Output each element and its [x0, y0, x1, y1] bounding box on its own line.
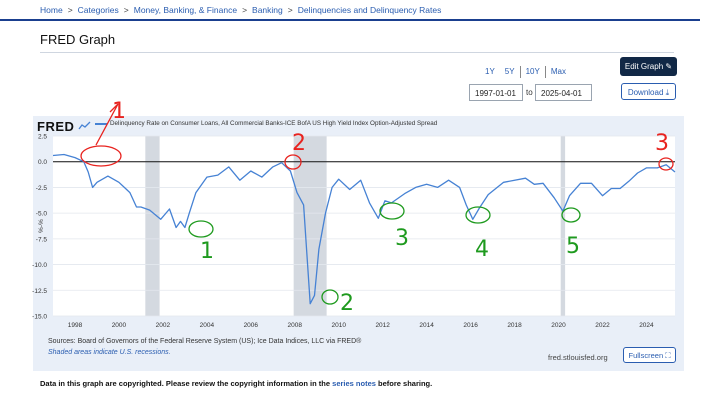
green-annotation-number: 2 — [340, 291, 354, 316]
date-to-label: to — [526, 88, 533, 97]
breadcrumb-separator: > — [287, 5, 293, 15]
recession-band — [145, 136, 160, 316]
breadcrumb-money-banking[interactable]: Money, Banking, & Finance — [133, 5, 238, 15]
range-10y-button[interactable]: 10Y — [525, 67, 540, 77]
red-annotation-number: 1 — [112, 99, 126, 124]
breadcrumb: Home > Categories > Money, Banking, & Financ… — [40, 5, 441, 15]
breadcrumb-banking[interactable]: Banking — [252, 5, 283, 15]
fullscreen-label: Fullscreen — [628, 351, 664, 360]
fred-logo: FRED — [37, 119, 75, 134]
copyright-notice: Data in this graph are copyrighted. Plea… — [40, 379, 432, 388]
edit-icon: ✎ — [665, 62, 673, 71]
edit-graph-button[interactable]: Edit Graph ✎ — [620, 57, 677, 76]
download-icon: ⤓ — [665, 88, 670, 97]
x-tick-label: 2022 — [595, 322, 610, 329]
y-tick-label: -10.0 — [32, 262, 47, 269]
red-annotation-arrow — [95, 103, 119, 146]
range-max-button[interactable]: Max — [550, 67, 566, 77]
range-buttons: 1Y 5Y 10Y Max — [480, 66, 571, 78]
x-tick-label: 1998 — [68, 322, 83, 329]
y-tick-label: -12.5 — [32, 288, 47, 295]
range-1y-button[interactable]: 1Y — [485, 67, 495, 77]
green-annotation-number: 5 — [566, 234, 580, 259]
x-tick-label: 2004 — [200, 322, 215, 329]
x-tick-label: 2024 — [639, 322, 654, 329]
y-tick-label: 0.0 — [38, 159, 47, 166]
title-divider — [40, 52, 674, 53]
green-annotation-number: 3 — [395, 226, 409, 251]
edit-graph-label: Edit Graph — [624, 62, 664, 71]
breadcrumb-categories[interactable]: Categories — [77, 5, 119, 15]
y-tick-label: -5.0 — [36, 211, 48, 218]
y-tick-label: -7.5 — [36, 236, 48, 243]
fred-url[interactable]: fred.stlouisfed.org — [548, 353, 608, 362]
green-annotation-number: 4 — [475, 237, 489, 262]
x-tick-label: 2002 — [156, 322, 171, 329]
breadcrumb-separator: > — [123, 5, 129, 15]
range-divider — [519, 66, 521, 78]
recession-band — [560, 136, 566, 316]
green-annotation-circle — [465, 206, 491, 224]
series-notes-link[interactable]: series notes — [332, 379, 376, 388]
green-annotation-circle — [379, 202, 405, 220]
copyright-prefix: Data in this graph are copyrighted. Plea… — [40, 379, 331, 388]
x-tick-label: 2006 — [244, 322, 259, 329]
x-tick-label: 2012 — [375, 322, 390, 329]
breadcrumb-separator: > — [242, 5, 248, 15]
green-annotation-circle — [321, 289, 339, 305]
legend-label: Delinquency Rate on Consumer Loans, All … — [110, 120, 438, 127]
x-tick-label: 2000 — [112, 322, 127, 329]
copyright-suffix: before sharing. — [378, 379, 433, 388]
fullscreen-button[interactable]: Fullscreen ⛶ — [623, 347, 676, 363]
green-annotation-number: 1 — [200, 239, 214, 264]
sources-text: Sources: Board of Governors of the Feder… — [48, 338, 362, 345]
x-tick-label: 2018 — [507, 322, 522, 329]
fred-logo-icon — [78, 121, 91, 130]
header-rule — [0, 19, 700, 21]
fullscreen-icon: ⛶ — [665, 351, 671, 360]
series-line — [52, 153, 676, 305]
x-tick-label: 2010 — [331, 322, 346, 329]
range-5y-button[interactable]: 5Y — [504, 67, 515, 77]
green-annotation-circle — [188, 220, 214, 238]
breadcrumb-home[interactable]: Home — [40, 5, 63, 15]
y-tick-label: -15.0 — [32, 314, 47, 321]
top-bar: Home > Categories > Money, Banking, & Financ… — [0, 0, 707, 21]
red-annotation-circle — [658, 157, 674, 171]
red-annotation-circle — [284, 154, 302, 170]
download-label: Download — [627, 88, 664, 97]
red-annotation-circle — [80, 145, 122, 167]
recession-band — [293, 136, 327, 316]
page-title: FRED Graph — [40, 32, 116, 47]
y-tick-label: -2.5 — [36, 185, 48, 192]
download-button[interactable]: Download ⤓ — [621, 83, 676, 100]
y-axis-label: %-% — [38, 219, 45, 233]
green-annotation-circle — [561, 207, 581, 223]
x-tick-label: 2020 — [551, 322, 566, 329]
red-annotation-number: 3 — [655, 131, 669, 156]
x-tick-label: 2008 — [288, 322, 303, 329]
range-divider — [544, 66, 546, 78]
y-tick-label: 2.5 — [38, 134, 47, 141]
start-date-input[interactable]: 1997-01-01 — [469, 84, 523, 101]
legend-swatch — [95, 122, 107, 125]
shaded-areas-note: Shaded areas indicate U.S. recessions. — [48, 349, 171, 356]
end-date-input[interactable]: 2025-04-01 — [535, 84, 592, 101]
chart-legend: Delinquency Rate on Consumer Loans, All … — [95, 120, 437, 127]
x-tick-label: 2014 — [419, 322, 434, 329]
breadcrumb-separator: > — [67, 5, 73, 15]
breadcrumb-delinquencies[interactable]: Delinquencies and Delinquency Rates — [297, 5, 442, 15]
x-tick-label: 2016 — [463, 322, 478, 329]
red-annotation-number: 2 — [292, 131, 306, 156]
